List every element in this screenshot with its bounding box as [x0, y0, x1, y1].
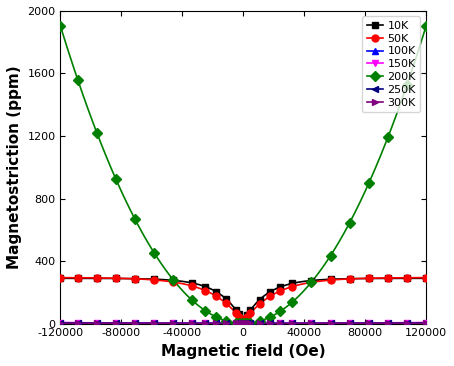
- Legend: 10K, 50K, 100K, 150K, 200K, 250K, 300K: 10K, 50K, 100K, 150K, 200K, 250K, 300K: [362, 16, 420, 112]
- Y-axis label: Magnetostriction (ppm): Magnetostriction (ppm): [7, 66, 22, 269]
- X-axis label: Magnetic field (Oe): Magnetic field (Oe): [161, 344, 326, 359]
